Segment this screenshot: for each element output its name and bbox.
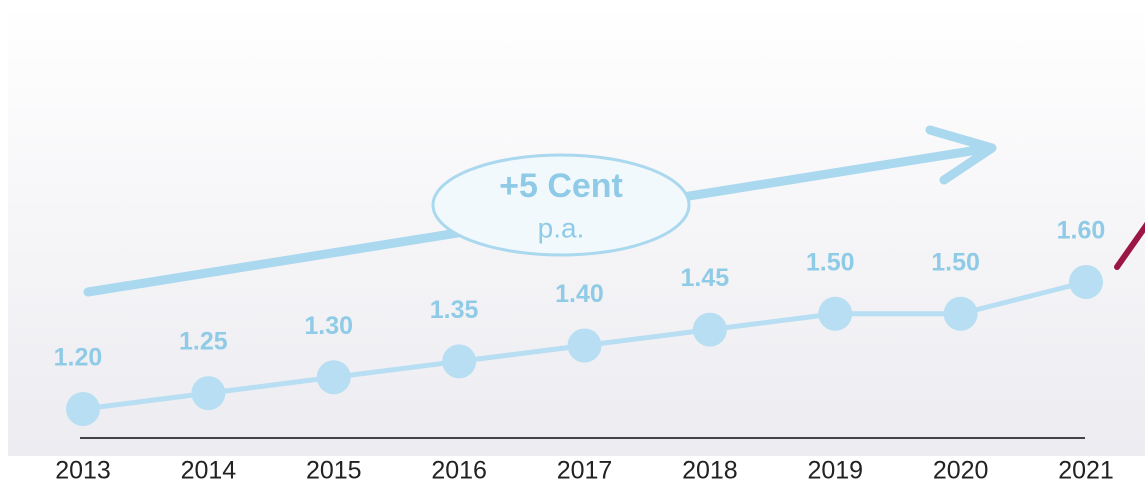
- data-label: 1.50: [931, 248, 980, 276]
- data-label: 1.40: [555, 280, 604, 308]
- arrow-head: [925, 125, 997, 185]
- x-tick-label: 2015: [306, 457, 362, 485]
- annotation-title: +5 Cent: [499, 167, 623, 205]
- data-point: [316, 360, 351, 395]
- x-tick-label: 2016: [431, 457, 487, 485]
- x-tick-label: 2020: [933, 457, 989, 485]
- data-point: [1069, 265, 1103, 299]
- x-tick-label: 2014: [181, 457, 237, 485]
- data-point: [66, 392, 100, 426]
- x-tick-label: 2019: [807, 457, 863, 485]
- data-point: [943, 296, 978, 331]
- x-tick-label: 2013: [55, 457, 111, 485]
- data-label: 1.50: [806, 248, 855, 276]
- data-point: [442, 344, 477, 379]
- data-point: [692, 312, 727, 347]
- data-point: [191, 376, 226, 411]
- series: 1.20 1.25 1.30 1.35 1.40 1.45 1.50 1.50 1.60 2013…: [54, 217, 1114, 485]
- data-point: [567, 328, 602, 363]
- data-label: 1.35: [430, 296, 479, 324]
- annotation-subtitle: p.a.: [538, 212, 585, 243]
- annotation-bubble: [431, 153, 691, 257]
- data-label: 1.45: [681, 264, 730, 292]
- data-label: 1.30: [304, 312, 353, 340]
- data-label: 1.60: [1057, 217, 1106, 245]
- data-label: 1.25: [179, 328, 228, 356]
- data-label: 1.20: [54, 344, 103, 372]
- x-tick-label: 2021: [1058, 457, 1114, 485]
- x-tick-label: 2017: [557, 457, 613, 485]
- x-tick-label: 2018: [682, 457, 738, 485]
- data-point: [818, 296, 853, 331]
